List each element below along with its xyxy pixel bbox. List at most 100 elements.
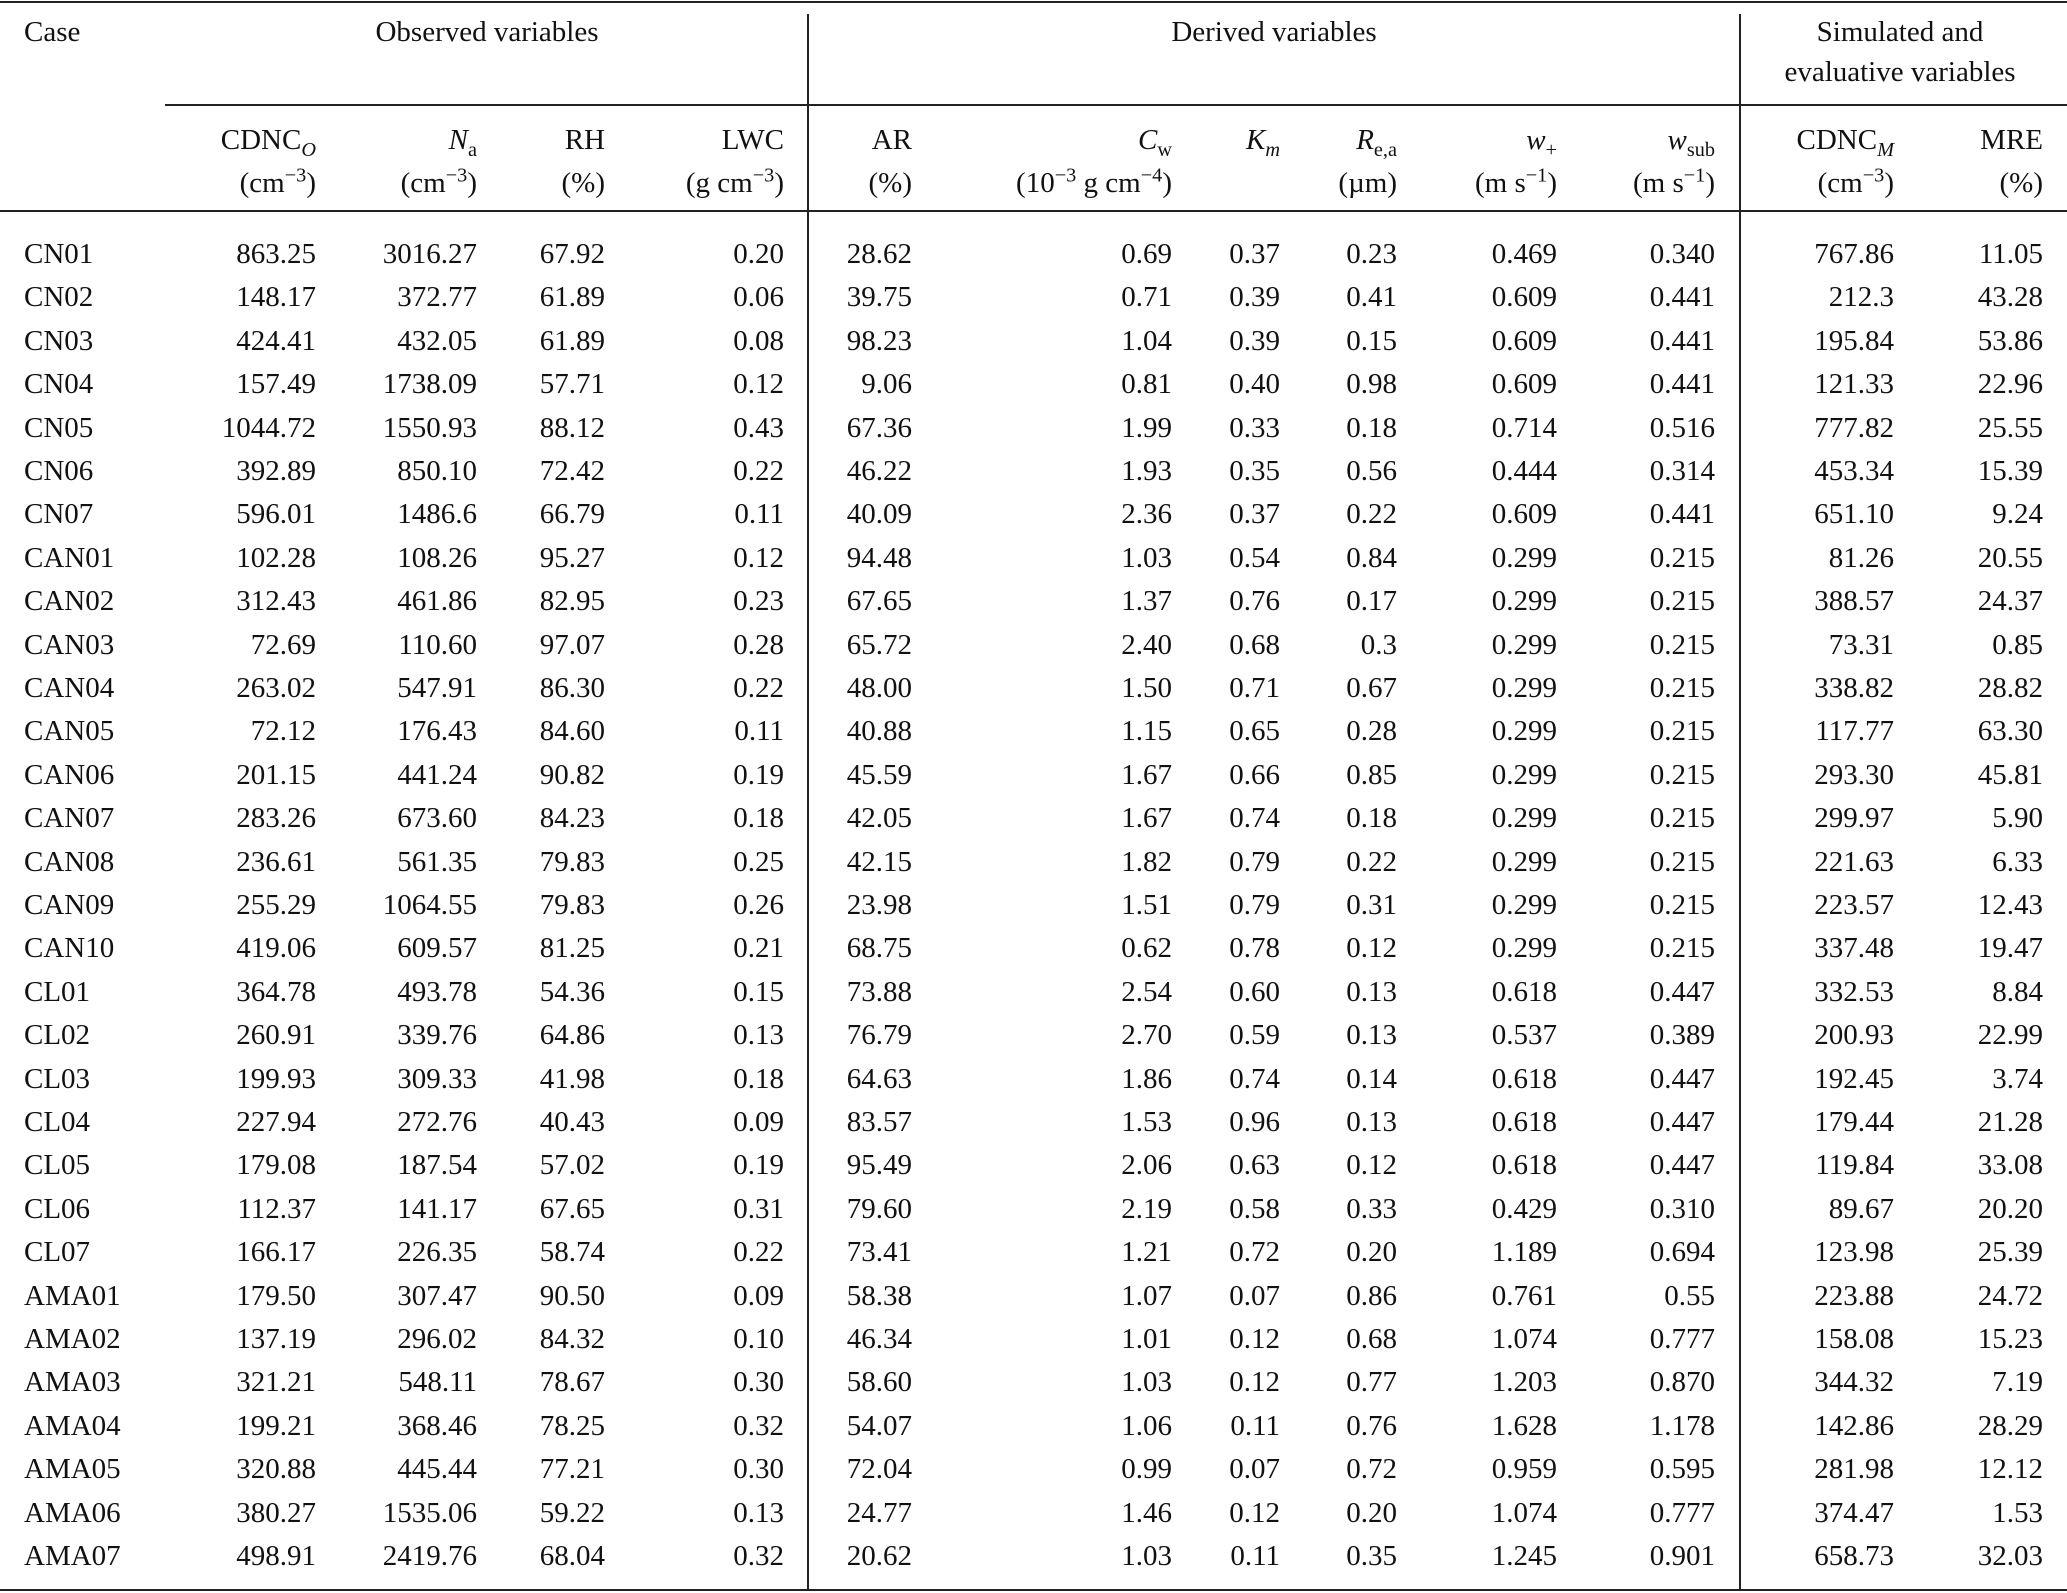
table-cell: 84.23 xyxy=(539,802,605,835)
table-cell: 58.60 xyxy=(846,1366,912,1399)
table-cell: 0.441 xyxy=(1649,324,1715,357)
table-cell: 0.18 xyxy=(733,1062,784,1095)
column-unit: (cm−3) xyxy=(1817,164,1894,199)
table-cell: 0.32 xyxy=(733,1409,784,1442)
column-header: wsub xyxy=(1667,124,1715,161)
table-cell: 22.99 xyxy=(1977,1019,2043,1052)
table-cell: 777.82 xyxy=(1814,411,1894,444)
table-cell: 0.20 xyxy=(1346,1236,1397,1269)
table-cell: 0.777 xyxy=(1649,1323,1715,1355)
table-cell: 201.15 xyxy=(236,758,316,791)
table-cell: 2419.76 xyxy=(382,1540,477,1572)
case-name: CAN08 xyxy=(24,845,115,878)
table-cell: 54.07 xyxy=(846,1409,912,1442)
table-cell: 609.57 xyxy=(397,932,477,965)
table-row: CN02 148.17 372.77 61.89 0.06 39.75 0.71 0.39 0.… xyxy=(0,283,2067,323)
table-cell: 0.11 xyxy=(1230,1540,1280,1572)
header-case: Case xyxy=(24,16,81,48)
table-cell: 1738.09 xyxy=(382,368,477,401)
table-cell: 374.47 xyxy=(1814,1496,1894,1529)
table-cell: 0.33 xyxy=(1346,1192,1397,1225)
table-cell: 0.609 xyxy=(1491,324,1557,357)
column-header: Na xyxy=(448,124,477,161)
table-cell: 1.15 xyxy=(1121,715,1172,748)
table-cell: 1.37 xyxy=(1121,585,1172,618)
table-cell: 72.42 xyxy=(539,455,605,487)
table-cell: 157.49 xyxy=(236,368,316,401)
table-cell: 112.37 xyxy=(237,1192,316,1225)
table-cell: 0.68 xyxy=(1346,1323,1397,1355)
table-cell: 850.10 xyxy=(397,455,477,487)
table-cell: 299.97 xyxy=(1814,802,1894,835)
table-cell: 0.447 xyxy=(1649,1062,1715,1095)
table-cell: 0.17 xyxy=(1346,585,1397,618)
table-cell: 223.57 xyxy=(1814,889,1894,921)
table-cell: 84.32 xyxy=(539,1323,605,1355)
table-cell: 0.60 xyxy=(1229,975,1280,1008)
table-cell: 561.35 xyxy=(397,845,477,878)
table-cell: 863.25 xyxy=(236,238,316,270)
table-cell: 110.60 xyxy=(398,628,477,661)
table-cell: 344.32 xyxy=(1814,1366,1894,1399)
table-cell: 72.69 xyxy=(250,628,316,661)
table-cell: 158.08 xyxy=(1814,1323,1894,1355)
table-cell: 0.215 xyxy=(1649,845,1715,878)
case-name: AMA02 xyxy=(24,1323,121,1355)
table-cell: 1486.6 xyxy=(397,498,477,531)
table-cell: 179.50 xyxy=(236,1279,316,1312)
table-cell: 95.49 xyxy=(846,1149,912,1182)
table-cell: 117.77 xyxy=(1815,715,1894,748)
table-cell: 0.618 xyxy=(1491,1149,1557,1182)
table-cell: 179.08 xyxy=(236,1149,316,1182)
table-row: CN03 424.41 432.05 61.89 0.08 98.23 1.04 0.39 0.… xyxy=(0,324,2067,367)
table-cell: 0.58 xyxy=(1229,1192,1280,1225)
table-cell: 0.35 xyxy=(1229,455,1280,487)
column-unit: (cm−3) xyxy=(239,164,316,199)
table-cell: 0.72 xyxy=(1346,1453,1397,1486)
case-name: CN05 xyxy=(24,411,94,444)
table-cell: 0.77 xyxy=(1346,1366,1397,1399)
table-cell: 21.28 xyxy=(1977,1106,2043,1138)
table-cell: 0.22 xyxy=(1346,845,1397,878)
table-cell: 1.86 xyxy=(1121,1062,1172,1095)
table-cell: 40.09 xyxy=(846,498,912,531)
table-cell: 32.03 xyxy=(1977,1540,2043,1572)
table-cell: 0.09 xyxy=(733,1106,784,1138)
case-name: CAN04 xyxy=(24,672,115,704)
table-cell: 226.35 xyxy=(397,1236,477,1269)
table-cell: 0.314 xyxy=(1649,455,1715,487)
table-cell: 0.72 xyxy=(1229,1236,1280,1269)
separator-derived-simulated xyxy=(1739,14,1741,1589)
table-row: AMA01 179.50 307.47 90.50 0.09 58.38 1.07 0.07 0… xyxy=(0,1279,2067,1322)
table-cell: 673.60 xyxy=(397,802,477,835)
table-cell: 0.20 xyxy=(733,238,784,270)
table-cell: 0.595 xyxy=(1649,1453,1715,1486)
table-cell: 0.23 xyxy=(1346,238,1397,270)
table-cell: 0.66 xyxy=(1229,758,1280,791)
table-cell: 84.60 xyxy=(539,715,605,748)
table-cell: 6.33 xyxy=(1992,845,2043,878)
table-cell: 40.88 xyxy=(846,715,912,748)
table-cell: 1.51 xyxy=(1121,889,1172,921)
table-cell: 0.69 xyxy=(1121,238,1172,270)
case-name: CL07 xyxy=(24,1236,91,1269)
table-row: CL07 166.17 226.35 58.74 0.22 73.41 1.21 0.72 0.… xyxy=(0,1238,2067,1278)
table-cell: 0.618 xyxy=(1491,1062,1557,1095)
table-cell: 0.3 xyxy=(1360,628,1397,661)
case-name: CL03 xyxy=(24,1062,91,1095)
table-cell: 263.02 xyxy=(236,672,316,704)
table-cell: 0.22 xyxy=(733,1236,784,1269)
table-cell: 339.76 xyxy=(397,1019,477,1052)
table-cell: 0.40 xyxy=(1229,368,1280,401)
table-cell: 255.29 xyxy=(236,889,316,921)
table-cell: 380.27 xyxy=(236,1496,316,1529)
group-simulated-line2: evaluative variables xyxy=(1784,56,2016,88)
column-header: RH xyxy=(564,124,605,156)
table-cell: 61.89 xyxy=(539,324,605,357)
table-row: CAN01 102.28 108.26 95.27 0.12 94.48 1.03 0.54 0… xyxy=(0,543,2067,584)
case-name: AMA01 xyxy=(24,1279,121,1312)
table-cell: 0.215 xyxy=(1649,628,1715,661)
table-cell: 28.82 xyxy=(1977,672,2043,704)
table-row: CAN05 72.12 176.43 84.60 0.11 40.88 1.15 0.65 0.… xyxy=(0,717,2067,757)
table-cell: 1.03 xyxy=(1121,1366,1172,1399)
